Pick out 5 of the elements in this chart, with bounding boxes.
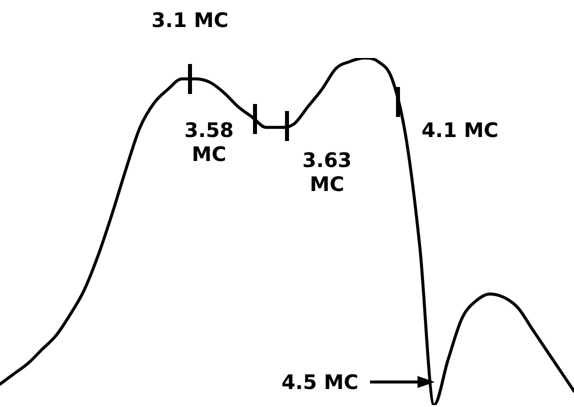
annotation: 3.63 MC: [301, 148, 353, 196]
annotation: 4.5 MC: [280, 370, 360, 394]
annotation: 4.1 MC: [420, 118, 500, 142]
annotation: 3.58 MC: [183, 118, 235, 166]
text: 3.1 MC: [150, 8, 230, 32]
